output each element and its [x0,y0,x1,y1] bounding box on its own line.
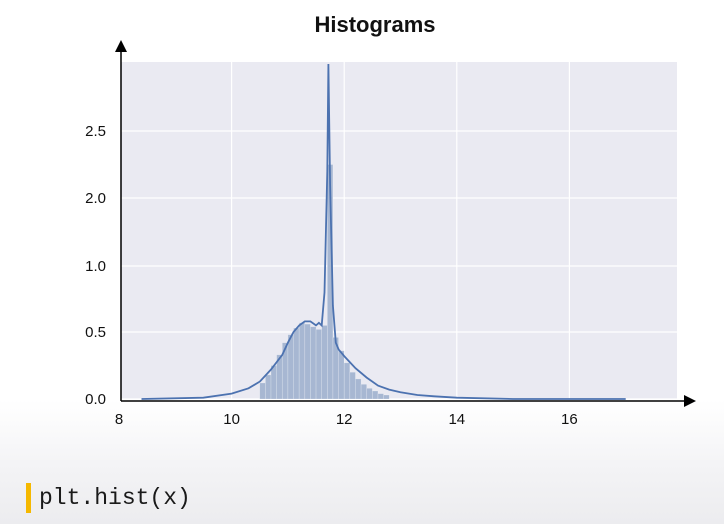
code-snippet-text: plt.hist(x) [39,485,191,511]
histogram-bar [270,365,277,400]
code-accent-bar [26,483,31,513]
x-tick-labels: 8 10 12 14 16 [115,411,578,428]
histogram-bar [287,334,294,400]
histogram-bar [360,383,368,400]
x-tick-label: 8 [115,411,123,428]
y-tick-labels: 0.0 0.5 1.0 2.0 2.5 [85,123,106,408]
histogram-bars [259,164,390,400]
histogram-bar [310,326,317,400]
histogram-bar [315,329,322,400]
y-tick-label: 2.0 [85,190,106,207]
histogram-bar [349,371,356,400]
grid-lines [121,62,677,400]
histogram-bar [321,325,328,400]
y-tick-label: 1.0 [85,258,106,275]
x-tick-label: 10 [223,411,240,428]
histogram-bar [298,322,306,400]
histogram-bar [343,362,351,400]
histogram-bar [355,378,362,400]
y-tick-label: 0.5 [85,324,106,341]
histogram-bar [383,394,390,400]
y-tick-label: 0.0 [85,391,106,408]
histogram-bar [338,350,345,400]
y-tick-label: 2.5 [85,123,106,140]
chart-title: Histograms [314,12,436,37]
x-tick-label: 14 [448,411,465,428]
plot-background [121,62,677,399]
histogram-bar [259,382,266,400]
x-tick-label: 16 [561,411,578,428]
histogram-chart: 8 10 12 14 16 0.0 0.5 1.0 2.0 2.5 [85,40,696,428]
histogram-bar [265,374,272,400]
histogram-bar [293,327,300,400]
histogram-bar [372,390,379,400]
histogram-bar [304,323,311,400]
density-curve [141,63,626,400]
x-tick-label: 12 [336,411,353,428]
code-snippet: plt.hist(x) [26,483,191,513]
histogram-bar [366,387,373,400]
histogram-bar [377,393,384,400]
